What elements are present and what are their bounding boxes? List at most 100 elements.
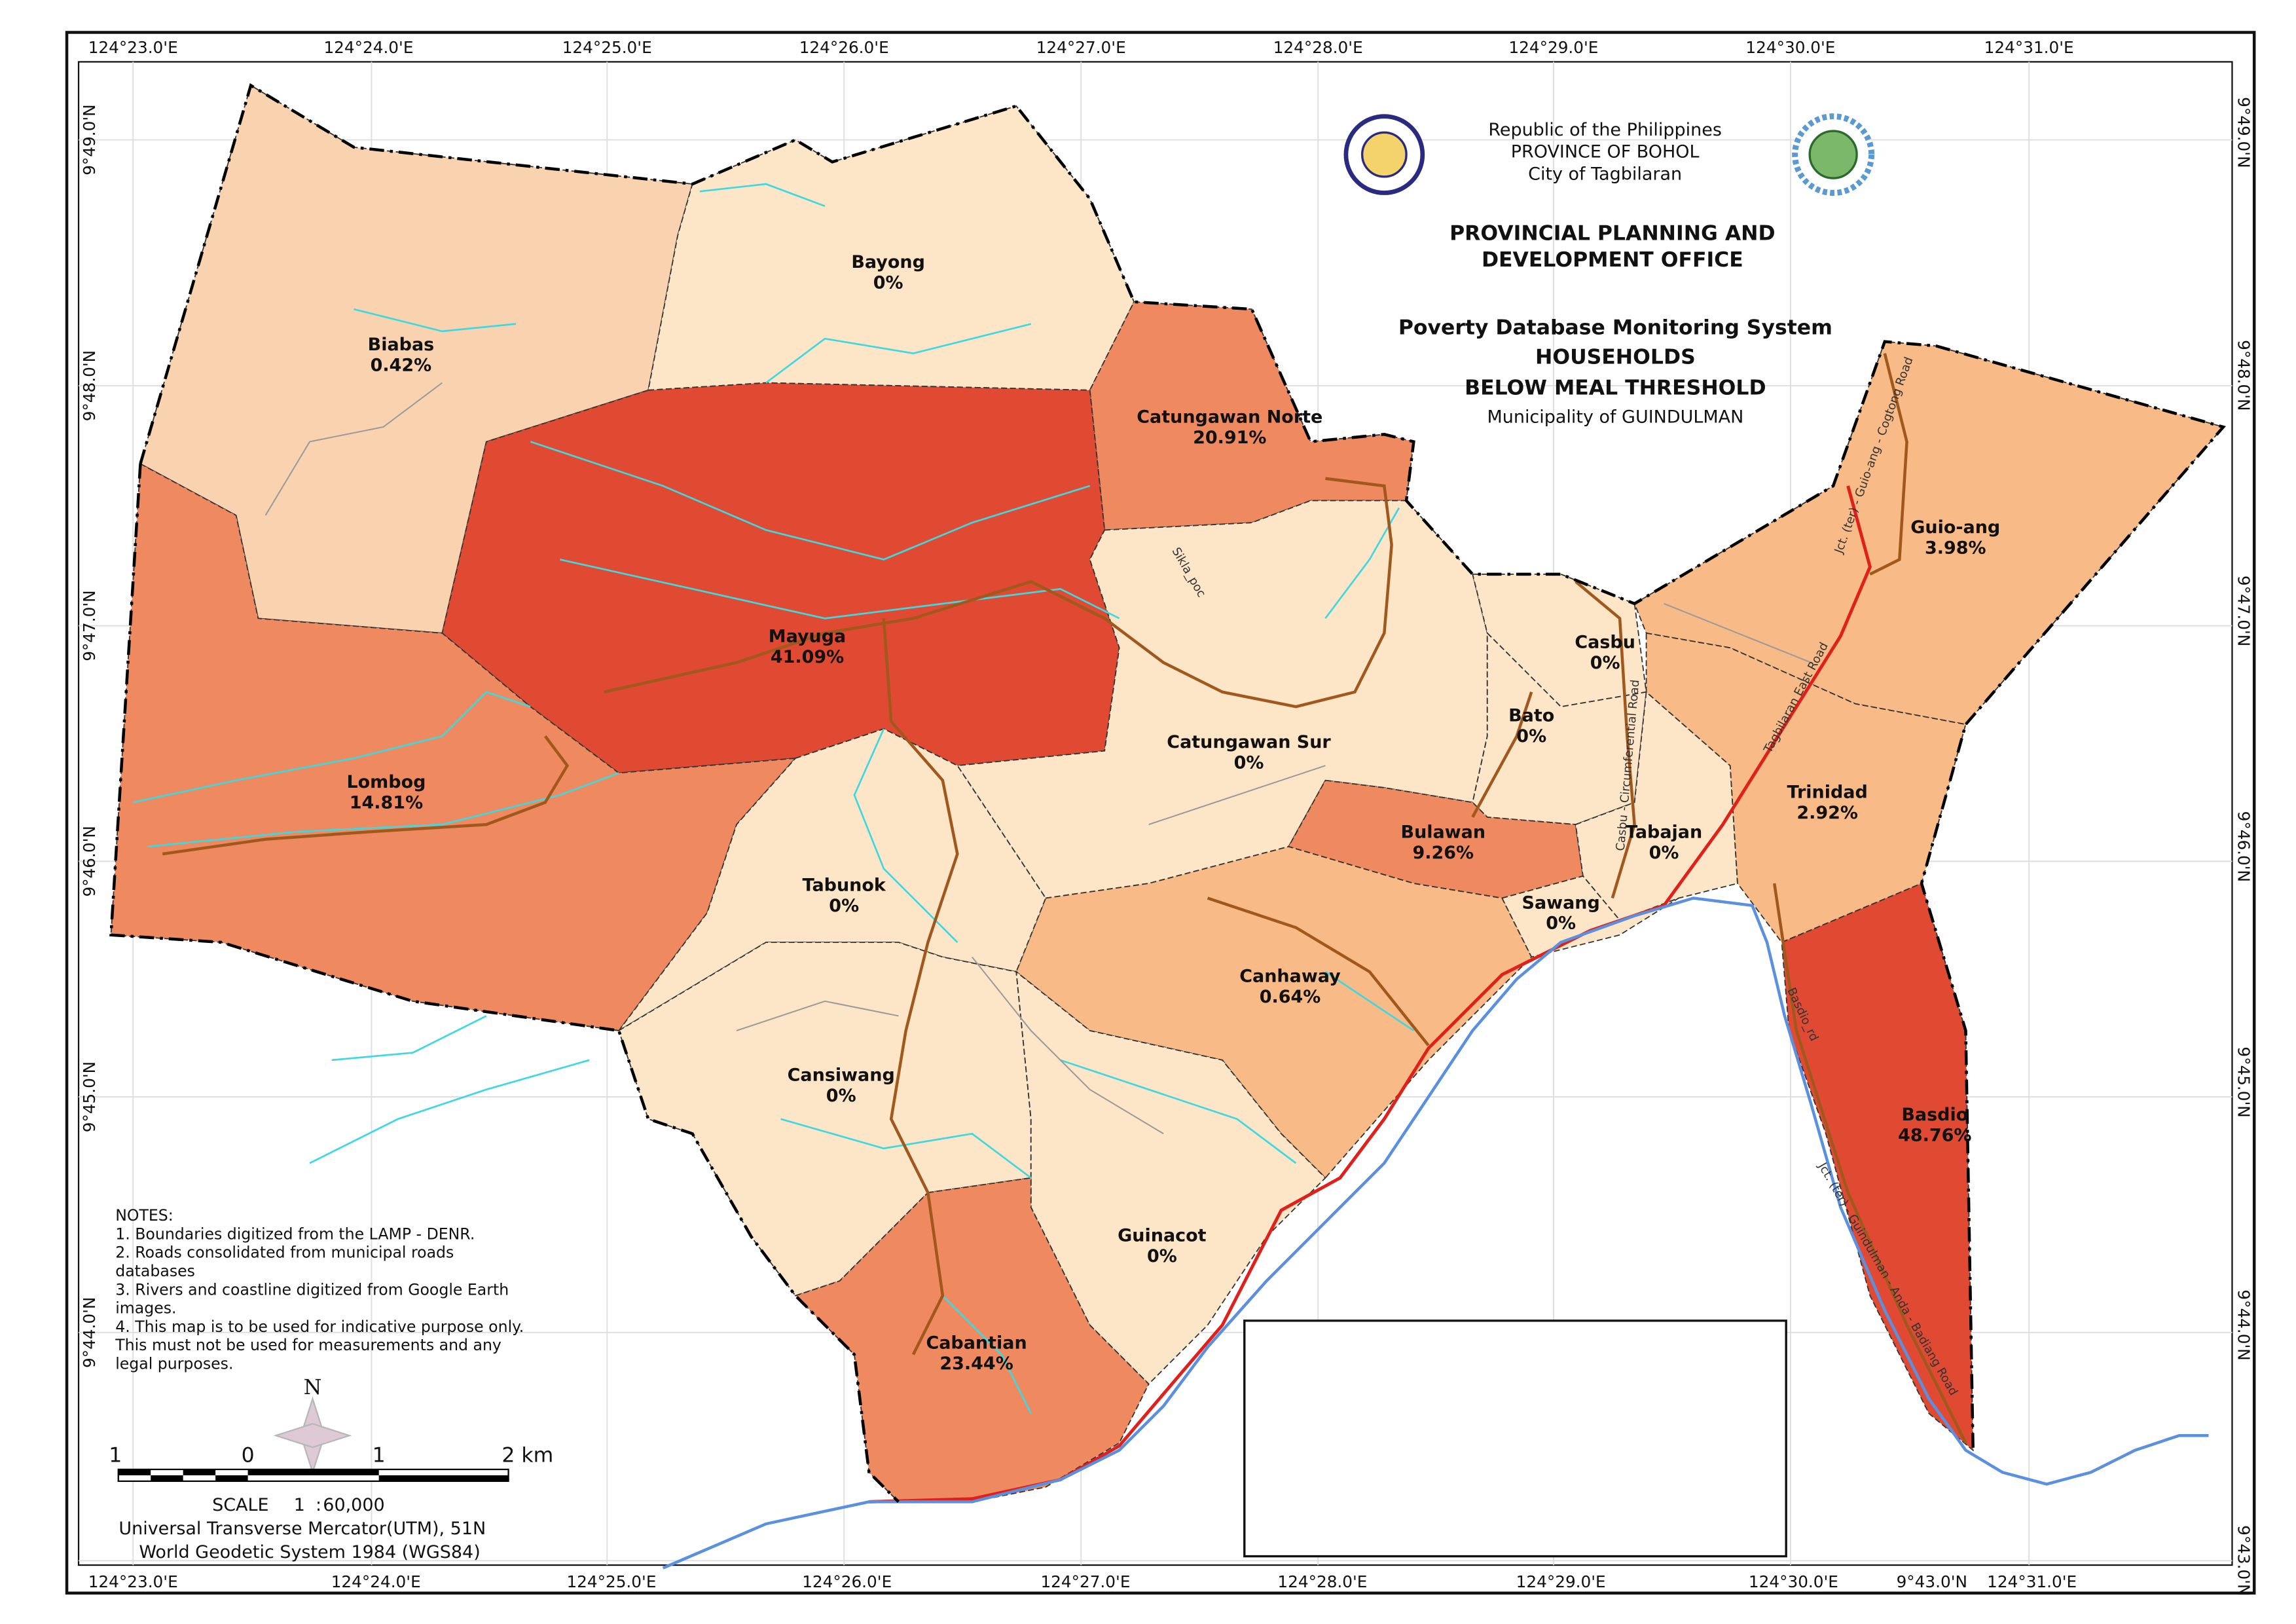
coordinate-label: 9°46.0'N bbox=[80, 826, 99, 896]
barangay-value: 0% bbox=[1147, 1246, 1177, 1266]
seal bbox=[1360, 131, 1408, 178]
national-road bbox=[869, 485, 1872, 1504]
coordinate-label: 9°47.0'N bbox=[80, 590, 99, 661]
provincial-roads bbox=[162, 353, 1967, 1444]
scale-bar-segment bbox=[118, 1469, 151, 1475]
barangay-name: Lombog bbox=[346, 772, 426, 792]
header-text: PROVINCIAL PLANNING AND bbox=[1449, 221, 1776, 245]
barangay-name: Cansiwang bbox=[788, 1065, 895, 1085]
scale-bar-segment bbox=[378, 1475, 509, 1481]
barangay-value: 41.09% bbox=[771, 647, 844, 667]
scale-tick-label: 1 bbox=[373, 1444, 386, 1467]
barangay-value: 0% bbox=[1649, 843, 1679, 863]
coordinate-label: 124°26.0'E bbox=[799, 38, 889, 57]
coordinate-label: 9°47.0'N bbox=[2234, 576, 2253, 646]
barangay-name: Catungawan Sur bbox=[1167, 732, 1331, 752]
note-line: NOTES: bbox=[115, 1206, 173, 1225]
projection: Universal Transverse Mercator(UTM), 51N bbox=[118, 1519, 486, 1539]
scale-ratio: 1 bbox=[294, 1495, 305, 1515]
coordinate-label: 124°29.0'E bbox=[1516, 1572, 1606, 1591]
note-line: 4. This map is to be used for indicative… bbox=[115, 1318, 524, 1336]
datum: World Geodetic System 1984 (WGS84) bbox=[139, 1542, 480, 1562]
barangay-value: 14.81% bbox=[350, 792, 423, 813]
coordinate-label: 124°28.0'E bbox=[1273, 38, 1363, 57]
barangay-name: Tabunok bbox=[803, 875, 886, 895]
barangay-name: Catungawan Norte bbox=[1137, 407, 1322, 427]
barangay-name: Bulawan bbox=[1401, 822, 1486, 842]
coordinate-label: 124°27.0'E bbox=[1036, 38, 1126, 57]
barangay-name: Trinidad bbox=[1787, 783, 1868, 803]
coordinate-label: 124°30.0'E bbox=[1749, 1572, 1838, 1591]
barangay-area bbox=[1633, 341, 2225, 726]
barangay-name: Cabantian bbox=[926, 1333, 1027, 1354]
barangay-value: 0% bbox=[873, 273, 903, 293]
coordinate-label: 124°31.0'E bbox=[1987, 1572, 2077, 1591]
barangay-value: 0.42% bbox=[371, 356, 432, 376]
note-line: legal purposes. bbox=[115, 1355, 233, 1373]
scale-bar-segment bbox=[151, 1475, 183, 1481]
coordinate-label: 124°25.0'E bbox=[562, 38, 652, 57]
coordinate-label: 124°23.0'E bbox=[88, 1572, 178, 1591]
barangay-value: 48.76% bbox=[1898, 1126, 1971, 1146]
header-text: DEVELOPMENT OFFICE bbox=[1482, 248, 1743, 272]
river bbox=[1324, 970, 1415, 1032]
legend-box bbox=[1243, 1320, 1787, 1558]
coordinate-label: 124°24.0'E bbox=[331, 1572, 421, 1591]
coordinate-label: 9°45.0'N bbox=[80, 1061, 99, 1132]
note-line: 3. Rivers and coastline digitized from G… bbox=[115, 1280, 509, 1299]
barangay-road bbox=[1664, 602, 1812, 663]
barangay-road bbox=[264, 382, 443, 516]
barangay-value: 3.98% bbox=[1925, 538, 1986, 558]
compass-star bbox=[273, 1423, 352, 1449]
barangay-value: 0% bbox=[1234, 753, 1264, 773]
coordinate-label: 124°26.0'E bbox=[802, 1572, 892, 1591]
river bbox=[132, 691, 531, 803]
provincial-road bbox=[604, 477, 1393, 709]
barangay-value: 0% bbox=[1590, 653, 1620, 673]
seal bbox=[1808, 130, 1858, 179]
scale-tick-label: 1 bbox=[109, 1444, 122, 1467]
barangay-value: 23.44% bbox=[939, 1354, 1013, 1374]
barangay-name: Basdio bbox=[1901, 1105, 1968, 1125]
scale-ratio: : bbox=[316, 1495, 321, 1515]
river bbox=[853, 728, 958, 943]
provincial-road bbox=[882, 618, 959, 1356]
header-text: Municipality of GUINDULMAN bbox=[1487, 407, 1743, 427]
provincial-road bbox=[162, 735, 570, 856]
note-line: databases bbox=[115, 1262, 195, 1280]
barangay-name: Guio-ang bbox=[1910, 517, 2000, 538]
barangay-name: Tabajan bbox=[1626, 822, 1702, 842]
river bbox=[309, 1059, 590, 1164]
header-text: Republic of the Philippines bbox=[1488, 120, 1722, 140]
coordinate-label: 9°46.0'N bbox=[2234, 811, 2253, 882]
river bbox=[331, 1015, 487, 1061]
river bbox=[1060, 1059, 1297, 1164]
coordinate-label: 9°45.0'N bbox=[2234, 1046, 2253, 1117]
scale-tick-label: 2 km bbox=[501, 1444, 553, 1467]
barangay-name: Bato bbox=[1508, 706, 1554, 726]
municipal-boundary bbox=[109, 464, 900, 1503]
barangay-road bbox=[1148, 765, 1326, 826]
provincial-road bbox=[1207, 896, 1430, 1046]
coordinate-label: 124°27.0'E bbox=[1040, 1572, 1130, 1591]
barangay-value: 0% bbox=[1516, 726, 1546, 747]
note-line: 1. Boundaries digitized from the LAMP - … bbox=[115, 1225, 475, 1243]
seal-guindulman bbox=[1792, 113, 1875, 196]
barangay-value: 0% bbox=[829, 896, 859, 916]
barangay-value: 0% bbox=[1546, 913, 1576, 934]
coordinate-label: 9°44.0'N bbox=[2234, 1289, 2253, 1360]
municipal-boundary bbox=[139, 83, 2226, 1450]
barangay-name: Sawang bbox=[1522, 893, 1600, 913]
north-label: N bbox=[304, 1376, 322, 1399]
river bbox=[147, 772, 619, 848]
provincial-road bbox=[1869, 353, 1908, 576]
coordinate-label: 9°44.0'N bbox=[80, 1297, 99, 1368]
scale-bar-segment bbox=[215, 1475, 248, 1481]
coordinate-label: 124°25.0'E bbox=[566, 1572, 656, 1591]
header-text: HOUSEHOLDS bbox=[1535, 345, 1696, 369]
coastline bbox=[662, 896, 2209, 1570]
seal-bohol bbox=[1343, 114, 1425, 195]
note-line: 2. Roads consolidated from municipal roa… bbox=[115, 1244, 454, 1262]
barangay-area bbox=[1645, 632, 1967, 944]
provincial-road bbox=[1772, 883, 1967, 1444]
